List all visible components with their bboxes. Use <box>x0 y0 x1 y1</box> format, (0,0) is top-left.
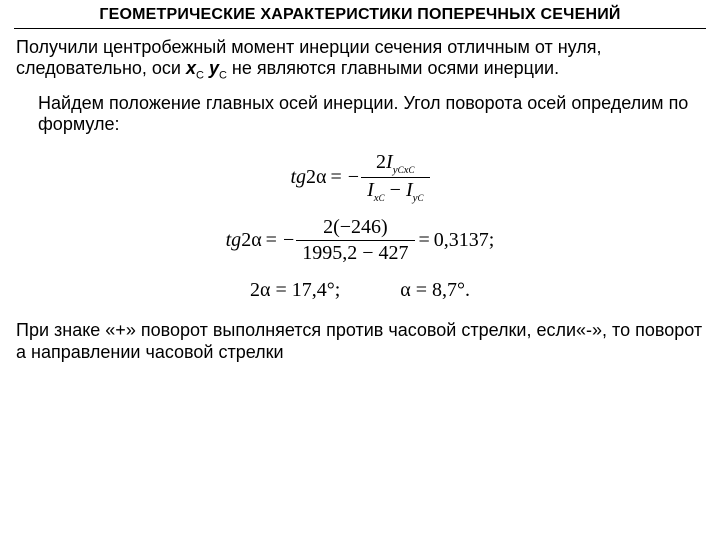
f2-fraction: 2(−246) 1995,2 − 427 <box>296 216 414 265</box>
f2-eq1: = <box>266 229 277 252</box>
f1-num-two: 2 <box>376 151 386 173</box>
f1-den-I2: I <box>406 179 413 201</box>
f1-fraction: 2IyCxC IxC − IyC <box>361 151 429 204</box>
f1-denominator: IxC − IyC <box>361 179 429 204</box>
axis-y-sub: C <box>219 70 227 82</box>
f1-bar <box>361 177 429 178</box>
f1-den-sub-yC: C <box>418 193 424 203</box>
axis-x-sub: C <box>196 70 204 82</box>
r3-a-eq: = <box>270 279 291 301</box>
two-alpha-value: 2α = 17,4°; <box>250 279 340 302</box>
formula-2: tg2α = − 2(−246) 1995,2 − 427 = 0,3137; <box>226 216 495 265</box>
title-rule <box>14 28 706 29</box>
f1-minus: − <box>348 166 359 189</box>
f1-num-I: I <box>386 151 393 173</box>
r3-b-val: 8,7°. <box>432 279 470 301</box>
page-title: ГЕОМЕТРИЧЕСКИЕ ХАРАКТЕРИСТИКИ ПОПЕРЕЧНЫХ… <box>14 0 706 28</box>
f2-denominator: 1995,2 − 427 <box>296 242 414 265</box>
f1-den-I1: I <box>367 179 374 201</box>
f2-bar <box>296 240 414 241</box>
f1-tg: tg <box>290 166 306 188</box>
f2-eq2: = <box>419 229 430 252</box>
formula-3-row: 2α = 17,4°; α = 8,7°. <box>250 279 470 302</box>
paragraph-1: Получили центробежный момент инерции сеч… <box>16 37 704 83</box>
f1-eq: = <box>331 166 342 189</box>
formula-block: tg2α = − 2IyCxC IxC − IyC tg2α = − 2( <box>14 145 706 312</box>
paragraph-3: При знаке «+» поворот выполняется против… <box>16 320 704 362</box>
r3-alpha: α <box>400 279 410 301</box>
para1-text-b: не являются главными осями инерции. <box>227 58 559 78</box>
f1-two: 2 <box>306 166 316 188</box>
f2-two: 2 <box>241 229 251 251</box>
f1-numerator: 2IyCxC <box>370 151 420 176</box>
f1-alpha: α <box>316 166 326 188</box>
f2-numerator: 2(−246) <box>317 216 394 239</box>
f2-result: 0,3137; <box>434 229 495 252</box>
f2-tg: tg <box>226 229 242 251</box>
r3-a-val: 17,4°; <box>292 279 341 301</box>
f2-alpha: α <box>251 229 261 251</box>
r3-b-eq: = <box>411 279 432 301</box>
r3-2alpha: 2α <box>250 279 270 301</box>
formula1-lhs: tg2α <box>290 166 326 189</box>
f1-den-minus: − <box>385 179 406 201</box>
formula-1: tg2α = − 2IyCxC IxC − IyC <box>290 151 429 204</box>
paragraph-2: Найдем положение главных осей инерции. У… <box>38 93 704 135</box>
alpha-value: α = 8,7°. <box>400 279 470 302</box>
axis-x: x <box>186 58 196 78</box>
f1-num-sub-xC: C <box>409 165 415 175</box>
page: ГЕОМЕТРИЧЕСКИЕ ХАРАКТЕРИСТИКИ ПОПЕРЕЧНЫХ… <box>0 0 720 540</box>
formula2-lhs: tg2α <box>226 229 262 252</box>
axis-y: y <box>209 58 219 78</box>
f2-minus: − <box>283 229 294 252</box>
